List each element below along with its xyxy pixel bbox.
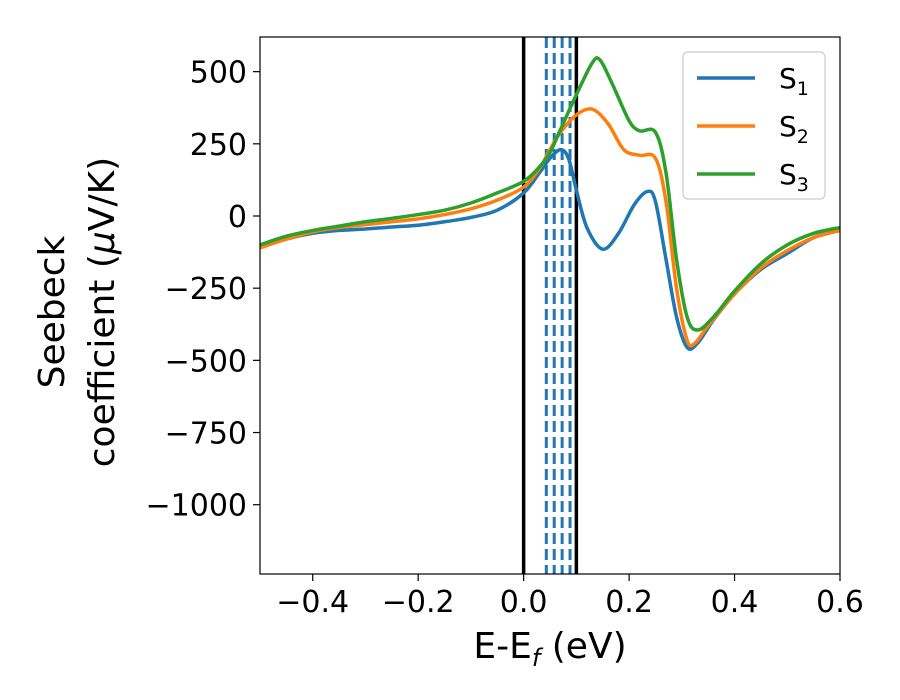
y-tick-label: −500 bbox=[165, 344, 247, 379]
series-layer bbox=[260, 56, 840, 351]
y-tick-label: 500 bbox=[190, 56, 247, 91]
reference-lines bbox=[521, 37, 579, 574]
series-line-s2 bbox=[260, 107, 840, 348]
series-line-s3 bbox=[260, 56, 840, 332]
x-tick-label: −0.4 bbox=[276, 585, 349, 620]
legend-label-s2: S2 bbox=[779, 110, 809, 148]
x-tick-label: 0.2 bbox=[605, 585, 653, 620]
y-tick-label: −750 bbox=[165, 417, 247, 452]
y-tick-label: 250 bbox=[190, 128, 247, 163]
x-tick-label: 0.4 bbox=[711, 585, 759, 620]
legend-label-s3: S3 bbox=[779, 158, 809, 196]
x-tick-label: 0.0 bbox=[500, 585, 548, 620]
y-axis-title: Seebeck coefficient (μV/K) bbox=[32, 157, 123, 467]
legend-label-s1: S1 bbox=[779, 62, 809, 100]
plot-frame bbox=[259, 36, 841, 575]
x-axis-ticks: −0.4 −0.2 0.0 0.2 0.4 0.6 bbox=[276, 574, 864, 620]
x-tick-label: −0.2 bbox=[382, 585, 455, 620]
y-tick-label: −250 bbox=[165, 272, 247, 307]
y-axis-ticks: 500 250 0 −250 −500 −750 −1000 bbox=[146, 56, 260, 524]
y-tick-label: 0 bbox=[228, 200, 247, 235]
y-tick-label: −1000 bbox=[146, 489, 247, 524]
y-axis-title-line1: Seebeck bbox=[32, 235, 73, 388]
x-axis-title: E-Ef (eV) bbox=[473, 626, 626, 672]
legend: S1 S2 S3 bbox=[682, 51, 826, 200]
y-axis-title-line2: coefficient (μV/K) bbox=[82, 157, 123, 467]
x-tick-label: 0.6 bbox=[816, 585, 864, 620]
